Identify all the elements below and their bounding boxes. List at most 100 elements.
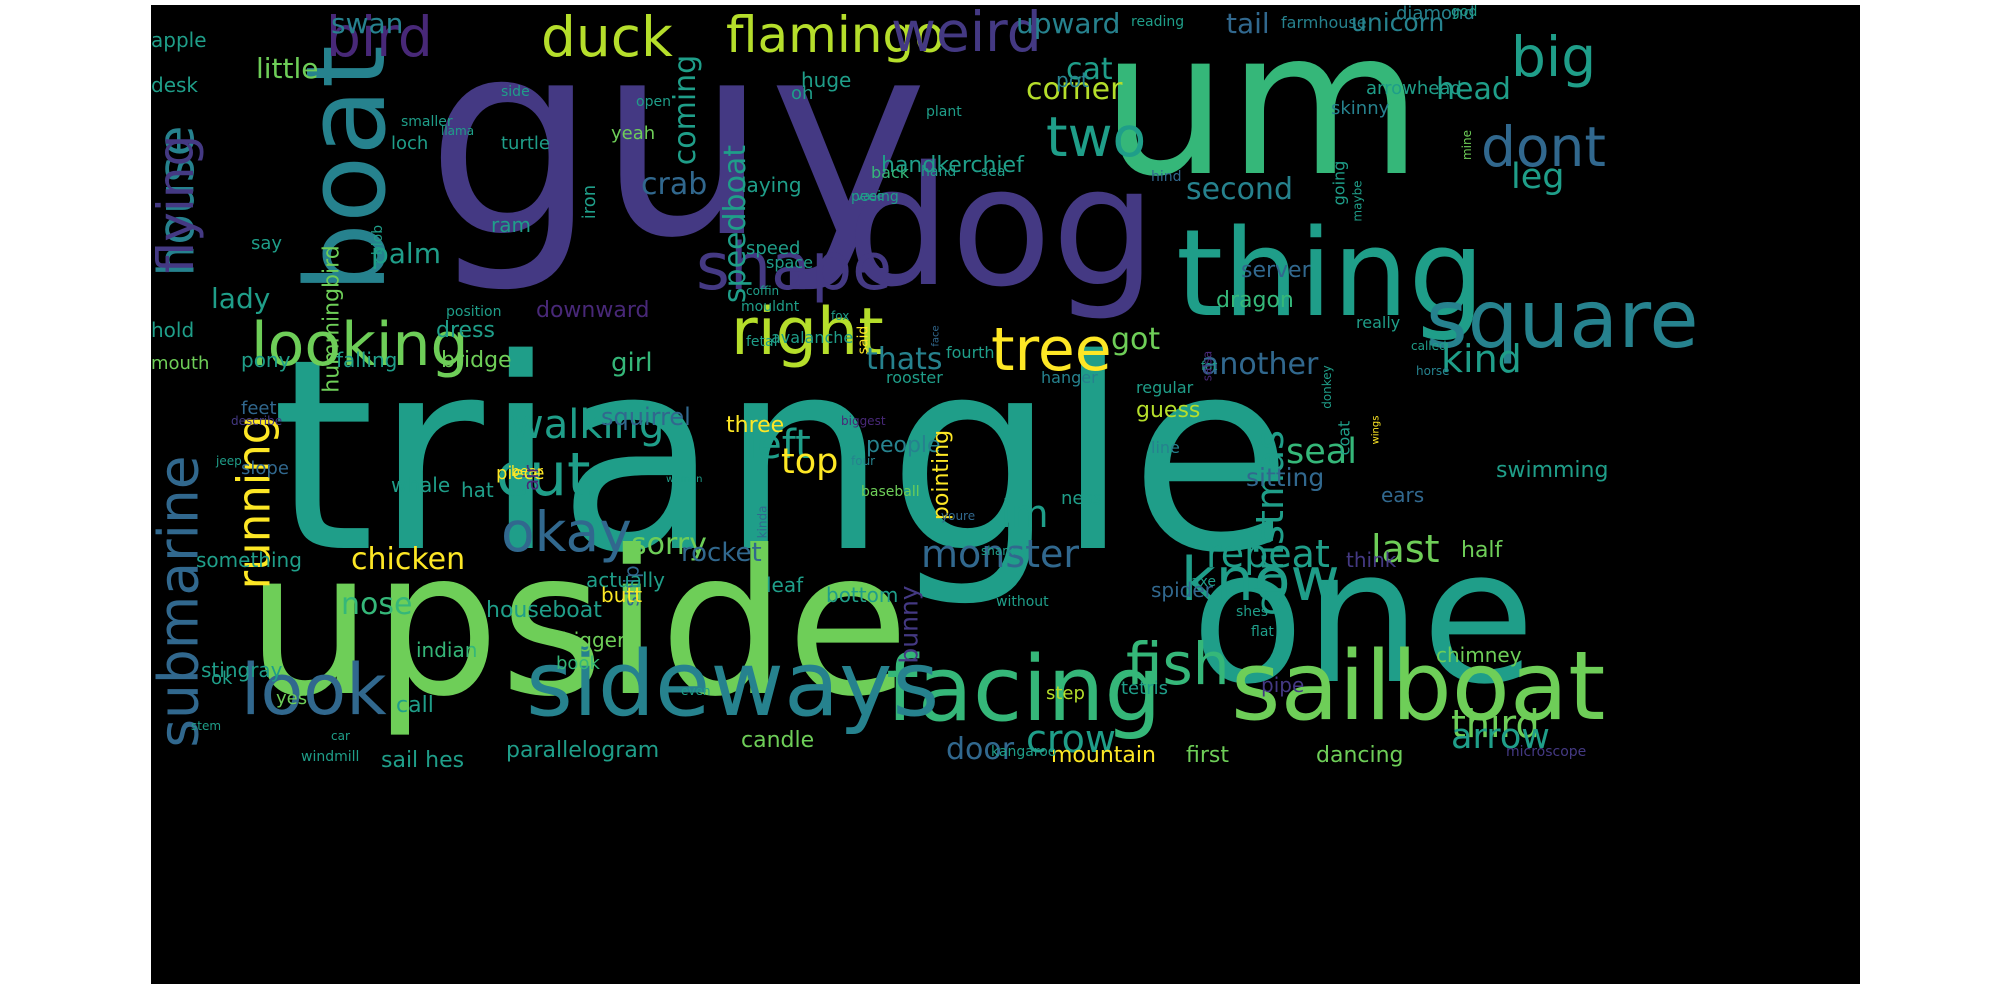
word-two: two	[1046, 105, 1147, 169]
word-got: got	[1111, 322, 1161, 357]
word-microscope: microscope	[1506, 744, 1587, 760]
word-cat: cat	[1066, 52, 1113, 87]
word-crow: crow	[1026, 717, 1117, 761]
word-upside: upside	[246, 508, 910, 741]
word-wings: wings	[1369, 415, 1381, 444]
word-even: even	[681, 684, 711, 698]
word-hind: hind	[1151, 169, 1182, 185]
word-houseboat: houseboat	[486, 598, 602, 623]
word-head: head	[1436, 72, 1511, 107]
word-something: something	[196, 548, 302, 572]
word-fish: fish	[1126, 630, 1230, 698]
word-bear: bear	[511, 464, 543, 480]
word-seal: seal	[1286, 432, 1357, 472]
word-downward: downward	[536, 298, 650, 323]
word-farmhouse: farmhouse	[1281, 13, 1367, 32]
word-thing: thing	[1176, 205, 1485, 344]
word-mouldnt: mouldnt	[741, 299, 800, 315]
word-bunny: bunny	[894, 584, 924, 664]
word-leaf: leaf	[766, 573, 804, 597]
word-leg: leg	[1511, 157, 1565, 197]
word-biggest: biggest	[841, 414, 886, 428]
word-repeat: repeat	[1206, 532, 1330, 576]
word-shark: shark	[981, 544, 1015, 558]
word-speedboat: speedboat	[718, 144, 754, 304]
word-youre: youre	[941, 509, 976, 523]
word-tree: tree	[991, 315, 1112, 385]
word-crab: crab	[641, 167, 708, 202]
word-face: face	[930, 324, 942, 347]
word-side: side	[501, 84, 530, 100]
word-arrow: arrow	[1451, 717, 1550, 757]
word-kind: kind	[1441, 337, 1522, 381]
word-line: line	[1151, 438, 1180, 457]
word-skinny: skinny	[1331, 98, 1390, 119]
word-vase: vase	[856, 189, 885, 203]
word-kangaroo: kangaroo	[991, 744, 1057, 760]
word-dont: dont	[1481, 115, 1606, 179]
word-smaller: smaller	[401, 114, 453, 130]
word-think: think	[1346, 548, 1397, 572]
word-cut: cut	[496, 440, 591, 510]
word-one: one	[1191, 509, 1536, 725]
word-woman: woman	[666, 474, 703, 485]
word-loch: loch	[391, 133, 429, 154]
word-lady: lady	[211, 282, 271, 315]
word-guess: guess	[1136, 398, 1201, 423]
word-triangle: triangle	[271, 303, 1293, 611]
word-squirrel: squirrel	[601, 403, 691, 431]
word-coffin: coffin	[746, 284, 780, 298]
word-slope: slope	[241, 458, 289, 479]
word-air: air	[519, 464, 544, 492]
word-sail-hes: sail hes	[381, 748, 465, 773]
word-hold: hold	[151, 318, 195, 342]
word-indian: indian	[416, 638, 478, 662]
word-im: im	[1001, 492, 1049, 536]
word-parallelogram: parallelogram	[506, 738, 660, 763]
word-axe: axe	[1191, 574, 1217, 590]
word-little: little	[256, 52, 319, 85]
word-said: said	[854, 325, 871, 354]
word-god: god	[1451, 5, 1478, 20]
word-call: call	[396, 693, 434, 718]
word-mine: mine	[1460, 129, 1475, 161]
word-sideways: sideways	[526, 632, 940, 737]
word-say: say	[251, 233, 283, 254]
word-duck: duck	[541, 5, 673, 69]
word-diamond: diamond	[1396, 5, 1475, 24]
word-peeing: peeing	[851, 189, 899, 205]
word-tetris: tetris	[1121, 678, 1168, 699]
word-four: four	[851, 454, 876, 468]
word-feet: feet	[241, 398, 277, 419]
word-corner: corner	[1026, 72, 1123, 107]
word-pony: pony	[241, 348, 291, 372]
word-donkey: donkey	[1319, 365, 1334, 409]
word-okay: okay	[501, 500, 632, 564]
word-hand: hand	[921, 164, 957, 180]
word-position: position	[446, 304, 502, 320]
word-first: first	[1186, 743, 1229, 768]
word-pipe: pipe	[1261, 673, 1305, 697]
word-step: step	[1046, 683, 1085, 704]
word-maybe: maybe	[1350, 179, 1365, 222]
word-sea: sea	[981, 164, 1006, 180]
word-windmill: windmill	[301, 749, 360, 765]
word-falling: falling	[336, 348, 398, 372]
word-stem: stem	[191, 719, 222, 733]
word-apple: apple	[151, 28, 207, 52]
word-blob: blob	[370, 224, 387, 256]
word-bigger: bigger	[561, 628, 626, 652]
word-know: know	[1181, 545, 1340, 615]
word-piece: piece	[496, 463, 545, 484]
word-reading: reading	[1131, 14, 1185, 30]
word-going: going	[1328, 160, 1348, 205]
word-called: called	[1411, 339, 1447, 353]
word-flying: flying	[151, 134, 206, 274]
word-sailboat: sailboat	[1231, 632, 1606, 742]
word-tail: tail	[1226, 7, 1270, 40]
word-really: really	[1356, 313, 1401, 332]
word-ears: ears	[1381, 483, 1425, 507]
word-salsa: salsa	[1199, 350, 1214, 381]
word-space: space	[766, 253, 813, 272]
word-butt: butt	[601, 583, 643, 607]
